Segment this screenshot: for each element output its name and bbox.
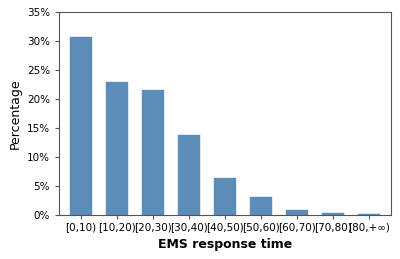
Bar — [106, 82, 128, 215]
Bar — [70, 37, 92, 215]
Bar — [142, 90, 164, 215]
Bar — [214, 178, 236, 215]
Bar — [322, 213, 344, 215]
Bar — [178, 135, 200, 215]
X-axis label: EMS response time: EMS response time — [158, 238, 292, 251]
Y-axis label: Percentage: Percentage — [8, 78, 21, 149]
Bar — [286, 210, 308, 215]
Bar — [358, 214, 380, 215]
Bar — [250, 197, 272, 215]
